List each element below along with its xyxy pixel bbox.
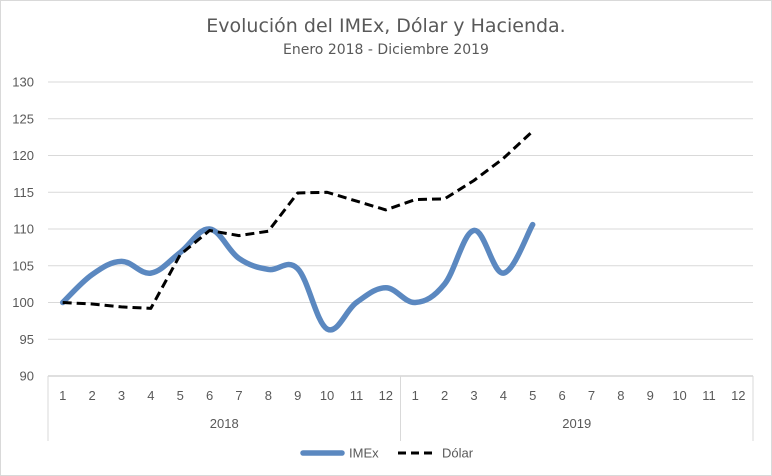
- x-tick-label: 7: [235, 388, 242, 403]
- series-line-d-lar: [62, 130, 534, 310]
- x-tick-label: 1: [412, 388, 419, 403]
- x-tick-label: 4: [147, 388, 154, 403]
- y-tick-label: 120: [12, 148, 34, 163]
- x-tick-label: 5: [529, 388, 536, 403]
- y-tick-label: 100: [12, 295, 34, 310]
- y-tick-label: 105: [12, 258, 34, 273]
- x-tick-label: 6: [206, 388, 213, 403]
- y-tick-label: 90: [20, 369, 34, 384]
- y-tick-label: 115: [13, 185, 34, 200]
- chart-title: Evolución del IMEx, Dólar y Hacienda.: [206, 15, 566, 37]
- x-tick-label: 2: [441, 388, 448, 403]
- x-tick-label: 9: [294, 388, 301, 403]
- x-tick-label: 1: [59, 388, 66, 403]
- legend-label-dolar: Dólar: [442, 446, 474, 461]
- x-tick-label: 8: [617, 388, 624, 403]
- x-tick-label: 10: [320, 388, 334, 403]
- x-tick-label: 4: [500, 388, 507, 403]
- x-tick-label: 2: [88, 388, 95, 403]
- x-tick-label: 12: [379, 388, 393, 403]
- x-tick-label: 11: [350, 388, 364, 403]
- x-tick-label: 7: [588, 388, 595, 403]
- x-tick-label: 6: [558, 388, 565, 403]
- x-tick-label: 5: [177, 388, 184, 403]
- x-group-label: 2018: [210, 416, 239, 431]
- legend-label-imex: IMEx: [349, 446, 379, 461]
- x-tick-label: 3: [470, 388, 477, 403]
- x-tick-label: 9: [647, 388, 654, 403]
- y-tick-label: 125: [12, 111, 34, 126]
- x-tick-label: 11: [702, 388, 716, 403]
- x-tick-label: 3: [118, 388, 125, 403]
- x-tick-label: 10: [672, 388, 686, 403]
- y-tick-label: 130: [12, 75, 34, 90]
- x-group-label: 2019: [562, 416, 591, 431]
- series-line-imex: [59, 221, 536, 333]
- x-tick-label: 12: [731, 388, 745, 403]
- chart-subtitle: Enero 2018 - Diciembre 2019: [283, 42, 489, 58]
- y-tick-label: 110: [13, 222, 34, 237]
- x-tick-label: 8: [265, 388, 272, 403]
- y-tick-label: 95: [20, 332, 34, 347]
